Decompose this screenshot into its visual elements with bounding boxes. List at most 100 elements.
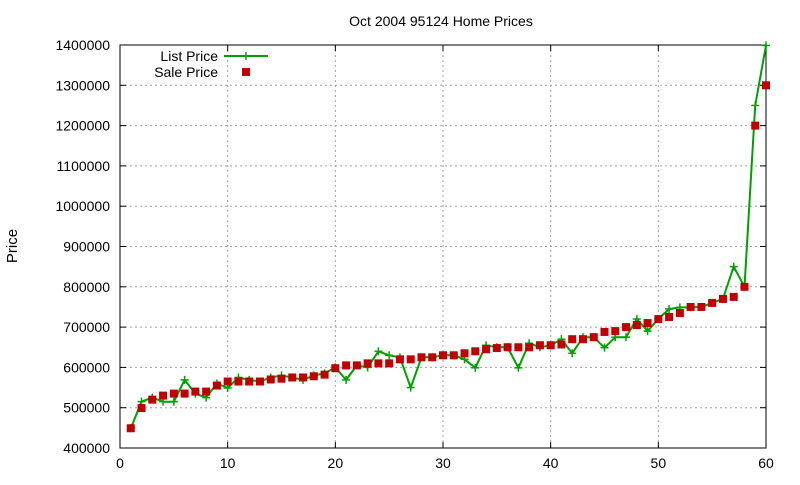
x-tick-label: 20	[328, 455, 344, 471]
y-tick-label: 1200000	[55, 118, 110, 134]
y-tick-label: 400000	[63, 440, 110, 456]
sale-price-point	[385, 359, 394, 368]
list-price-point	[406, 383, 415, 392]
y-tick-label: 600000	[63, 359, 110, 375]
sale-price-point	[266, 375, 275, 384]
sale-price-point	[299, 373, 308, 382]
sale-price-point	[352, 361, 361, 370]
sale-price-point	[675, 308, 684, 317]
sale-price-point	[460, 349, 469, 358]
sale-price-point	[718, 294, 727, 303]
sale-price-point	[277, 374, 286, 383]
list-price-point	[180, 375, 189, 384]
sale-price-point	[611, 327, 620, 336]
sale-price-point	[363, 359, 372, 368]
list-price-point	[751, 101, 760, 110]
sale-price-point	[740, 282, 749, 291]
sale-price-point	[288, 373, 297, 382]
x-tick-label: 0	[116, 455, 124, 471]
x-tick-label: 10	[220, 455, 236, 471]
y-axis-label: Price	[4, 229, 21, 263]
list-price-point	[729, 262, 738, 271]
sale-price-point	[406, 355, 415, 364]
list-price-point	[622, 333, 631, 342]
y-tick-label: 1300000	[55, 77, 110, 93]
sale-price-point	[665, 313, 674, 322]
sale-price-point	[535, 341, 544, 350]
sale-price-point	[331, 364, 340, 373]
list-price-point	[385, 351, 394, 360]
sale-price-point	[428, 353, 437, 362]
sale-price-point	[126, 424, 135, 433]
sale-price-point	[686, 302, 695, 311]
sale-price-point	[374, 359, 383, 368]
sale-price-point	[449, 351, 458, 360]
legend-label: List Price	[160, 48, 218, 64]
sale-price-point	[169, 389, 178, 398]
sale-price-point	[622, 323, 631, 332]
list-price-point	[374, 347, 383, 356]
sale-price-point	[557, 340, 566, 349]
sale-price-point	[503, 343, 512, 352]
y-tick-label: 500000	[63, 400, 110, 416]
y-tick-label: 1100000	[57, 158, 111, 174]
sale-price-point	[212, 381, 221, 390]
sale-price-point	[578, 335, 587, 344]
x-tick-label: 60	[758, 455, 774, 471]
axes: 0 10 20 30 40 50 60 400000 500000 600000 700000 800…	[55, 37, 774, 471]
sale-price-point	[697, 302, 706, 311]
sale-price-point	[395, 355, 404, 364]
x-tick-label: 30	[435, 455, 451, 471]
sale-price-point	[482, 345, 491, 354]
list-price-point	[514, 363, 523, 372]
sale-price-point	[180, 389, 189, 398]
sale-price-point	[600, 327, 609, 336]
list-price-point	[342, 375, 351, 384]
sale-price-point	[751, 121, 760, 130]
list-price-point	[169, 397, 178, 406]
sale-price-point	[234, 377, 243, 386]
sale-price-point	[309, 372, 318, 381]
sale-price-point	[632, 321, 641, 330]
y-tick-label: 900000	[63, 239, 110, 255]
sale-price-point	[471, 347, 480, 356]
y-tick-label: 1400000	[55, 37, 110, 53]
x-tick-label: 40	[543, 455, 559, 471]
list-price-point	[643, 327, 652, 336]
y-tick-label: 700000	[63, 319, 110, 335]
sale-price-point	[191, 387, 200, 396]
sale-price-point	[546, 341, 555, 350]
legend-label: Sale Price	[154, 64, 218, 80]
sale-price-point	[137, 404, 146, 413]
sale-price-point	[159, 391, 168, 400]
sale-price-point	[320, 370, 329, 379]
sale-price-point	[708, 298, 717, 307]
sale-price-point	[223, 377, 232, 386]
sale-price-point	[439, 351, 447, 360]
sale-price-point	[255, 377, 264, 386]
sale-price-point	[342, 361, 351, 370]
chart-title: Oct 2004 95124 Home Prices	[349, 13, 533, 29]
sale-price-point	[202, 387, 211, 396]
sale-price-point	[148, 395, 157, 404]
sale-price-point	[245, 377, 254, 386]
list-price-point	[471, 363, 480, 372]
y-tick-label: 1000000	[55, 198, 110, 214]
y-tick-label: 800000	[63, 279, 110, 295]
sale-price-point	[514, 343, 523, 352]
sale-price-point	[762, 81, 770, 90]
sale-price-point	[729, 292, 738, 301]
list-price-point	[600, 343, 609, 352]
sale-price-point	[492, 344, 501, 353]
sale-price-point	[643, 319, 652, 328]
sale-price-point	[589, 333, 598, 342]
sale-price-point	[417, 353, 426, 362]
sale-price-point	[654, 315, 663, 324]
sale-price-point	[568, 335, 577, 344]
list-price-point	[762, 41, 770, 50]
x-tick-label: 50	[651, 455, 667, 471]
sale-price-point	[525, 343, 534, 352]
